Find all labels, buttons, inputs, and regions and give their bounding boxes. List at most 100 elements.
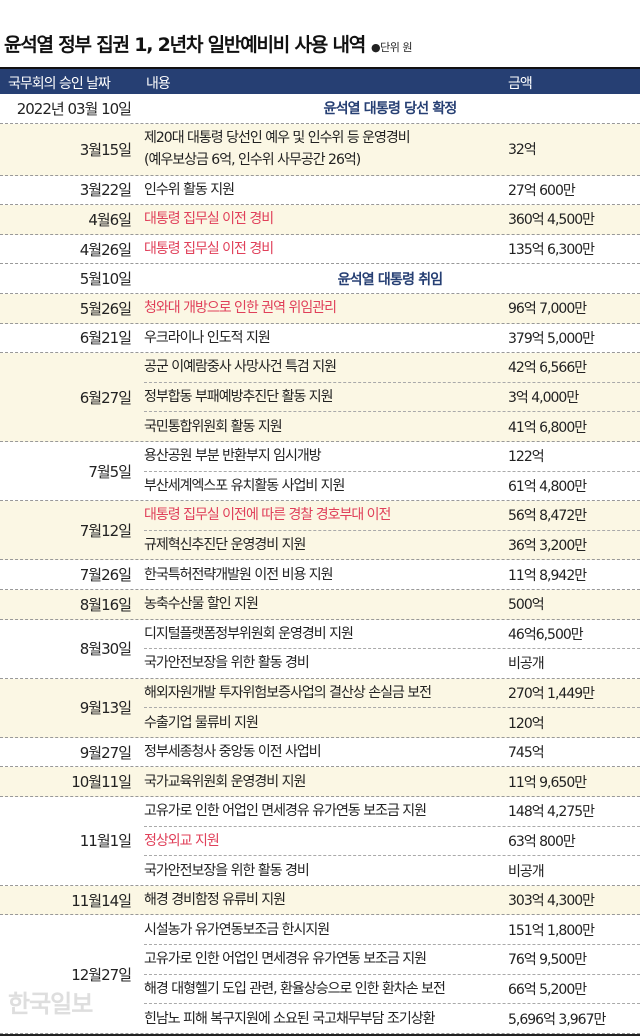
item-content-line: 수출기업 물류비 지원 xyxy=(144,714,259,731)
item-content: 해경 대형헬기 도입 관련, 환율상승으로 인한 환차손 보전 xyxy=(144,978,446,1000)
table-row-group: 국가교육위원회 운영경비 지원 11억 9,650만 10월11일 xyxy=(0,767,640,798)
table-row-group: 농축수산물 할인 지원 500억 8월16일 xyxy=(0,589,640,620)
item-content: 고유가로 인한 어업인 면세경유 유가연동 보조금 지원 xyxy=(144,800,427,822)
item-content: 농축수산물 할인 지원 xyxy=(144,593,259,615)
table-row: 공군 이예람중사 사망사건 특검 지원 42억 6,566만 xyxy=(0,353,640,382)
item-content: 해외자원개발 투자위험보증사업의 결산상 손실금 보전 xyxy=(144,682,432,704)
table-row-group: 우크라이나 인도적 지원 379억 5,000만 6월21일 xyxy=(0,324,640,354)
item-content-line: 제20대 대통령 당선인 예우 및 인수위 등 운영경비 xyxy=(144,130,411,147)
item-content-line: 우크라이나 인도적 지원 xyxy=(144,329,271,346)
item-amount: 36억 3,200만 xyxy=(508,538,587,555)
item-content-line: 고유가로 인한 어업인 면세경유 유가연동 보조금 지원 xyxy=(144,951,427,968)
table-row: 청와대 개방으로 인한 권역 위임관리 96억 7,000만 xyxy=(0,294,640,323)
item-content-line: 국민통합위원회 활동 지원 xyxy=(144,418,283,435)
item-amount: 148억 4,275만 xyxy=(508,804,595,821)
approval-date: 5월10일 xyxy=(79,270,132,289)
event-row: 윤석열 대통령 취임 xyxy=(0,264,640,293)
item-content: 국가교육위원회 운영경비 지원 xyxy=(144,771,306,793)
table-row-group: 윤석열 대통령 당선 확정 2022년 03월 10일 xyxy=(0,94,640,124)
approval-date: 8월30일 xyxy=(79,640,132,659)
item-content-line: 해경 경비함정 유류비 지원 xyxy=(144,892,286,909)
approval-date: 11월14일 xyxy=(71,891,132,910)
approval-date: 9월13일 xyxy=(79,699,132,718)
item-content-line: 대통령 집무실 이전 경비 xyxy=(144,211,274,228)
table-row: 디지털플랫폼정부위원회 운영경비 지원 46억6,500만 xyxy=(0,620,640,649)
item-content: 힌남노 피해 복구지원에 소요된 국고채무부담 조기상환 xyxy=(144,1008,435,1030)
table-row: 힌남노 피해 복구지원에 소요된 국고채무부담 조기상환 5,696억 3,967… xyxy=(144,1003,640,1033)
item-amount: 11억 8,942만 xyxy=(508,567,587,584)
table-row-group: 시설농가 유가연동보조금 한시지원 151억 1,800만 고유가로 인한 어업인 … xyxy=(0,915,640,1034)
item-content-line: 한국특허전략개발원 이전 비용 지원 xyxy=(144,566,334,583)
item-content-line: 대통령 집무실 이전에 따른 경찰 경호부대 이전 xyxy=(144,507,391,524)
header-date: 국무회의 승인 날짜 xyxy=(8,76,111,92)
approval-date: 6월27일 xyxy=(79,388,132,407)
approval-date: 9월27일 xyxy=(79,743,132,762)
item-amount: 96억 7,000만 xyxy=(508,301,587,318)
approval-date: 2022년 03월 10일 xyxy=(16,99,132,118)
item-content: 한국특허전략개발원 이전 비용 지원 xyxy=(144,564,334,586)
table-row: 우크라이나 인도적 지원 379억 5,000만 xyxy=(0,324,640,353)
item-content-line: 정상외교 지원 xyxy=(144,832,220,849)
item-content: 시설농가 유가연동보조금 한시지원 xyxy=(144,919,330,941)
item-content-line: 국가안전보장을 위한 활동 경비 xyxy=(144,655,310,672)
item-content: 공군 이예람중사 사망사건 특검 지원 xyxy=(144,356,337,378)
table-row-group: 대통령 집무실 이전 경비 360억 4,500만 4월6일 xyxy=(0,205,640,235)
table-row-group: 윤석열 대통령 취임 5월10일 xyxy=(0,264,640,294)
item-content-line: 힌남노 피해 복구지원에 소요된 국고채무부담 조기상환 xyxy=(144,1010,435,1027)
item-content: 인수위 활동 지원 xyxy=(144,179,235,201)
item-content-line: 대통령 집무실 이전 경비 xyxy=(144,241,274,258)
table-row-group: 한국특허전략개발원 이전 비용 지원 11억 8,942만 7월26일 xyxy=(0,560,640,590)
page-title: 윤석열 정부 집권 1, 2년차 일반예비비 사용 내역 ●단위 원 xyxy=(4,30,412,57)
table-row: 정부합동 부패예방추진단 활동 지원 3억 4,000만 xyxy=(144,381,640,412)
item-content: 규제혁신추진단 운영경비 지원 xyxy=(144,534,306,556)
table-row: 해경 대형헬기 도입 관련, 환율상승으로 인한 환차손 보전 66억 5,200… xyxy=(144,973,640,1004)
item-amount: 303억 4,300만 xyxy=(508,893,595,910)
approval-date: 5월26일 xyxy=(79,299,132,318)
item-amount: 42억 6,566만 xyxy=(508,360,587,377)
table-row: 정상외교 지원 63억 800만 xyxy=(144,825,640,856)
item-amount: 76억 9,500만 xyxy=(508,952,587,969)
item-amount: 비공개 xyxy=(508,656,545,673)
table-row: 부산세계엑스포 유치활동 사업비 지원 61억 4,800만 xyxy=(144,470,640,501)
item-amount: 32억 xyxy=(508,142,537,159)
event-label: 윤석열 대통령 당선 확정 xyxy=(323,101,457,118)
table-row-group: 인수위 활동 지원 27억 600만 3월22일 xyxy=(0,176,640,206)
item-amount: 360억 4,500만 xyxy=(508,212,595,229)
header-amount: 금액 xyxy=(508,76,533,92)
approval-date: 12월27일 xyxy=(71,965,132,984)
table-row-group: 해경 경비함정 유류비 지원 303억 4,300만 11월14일 xyxy=(0,885,640,916)
table-row-group: 정부세종청사 중앙동 이전 사업비 745억 9월27일 xyxy=(0,738,640,768)
item-amount: 270억 1,449만 xyxy=(508,685,595,702)
item-content: 해경 경비함정 유류비 지원 xyxy=(144,889,286,911)
table-row-group: 청와대 개방으로 인한 권역 위임관리 96억 7,000만 5월26일 xyxy=(0,293,640,324)
table-row: 고유가로 인한 어업인 면세경유 유가연동 보조금 지원 148억 4,275만 xyxy=(0,797,640,826)
item-content: 정부합동 부패예방추진단 활동 지원 xyxy=(144,386,334,408)
item-amount: 745억 xyxy=(508,745,545,762)
table-row: 대통령 집무실 이전 경비 360억 4,500만 xyxy=(0,205,640,234)
table-row-group: 제20대 대통령 당선인 예우 및 인수위 등 운영경비 (예우보상금 6억, 인… xyxy=(0,123,640,176)
approval-date: 8월16일 xyxy=(79,595,132,614)
item-amount: 500억 xyxy=(508,597,545,614)
approval-date: 7월5일 xyxy=(88,462,132,481)
table-row: 고유가로 인한 어업인 면세경유 유가연동 보조금 지원 76억 9,500만 xyxy=(144,944,640,974)
item-amount: 66억 5,200만 xyxy=(508,981,587,998)
table-row: 국가안전보장을 위한 활동 경비 비공개 xyxy=(144,855,640,885)
item-content: 국민통합위원회 활동 지원 xyxy=(144,416,283,438)
item-content: 용산공원 부분 반환부지 임시개방 xyxy=(144,445,322,467)
item-amount: 11억 9,650만 xyxy=(508,774,587,791)
item-content: 수출기업 물류비 지원 xyxy=(144,712,259,734)
item-content-line: 시설농가 유가연동보조금 한시지원 xyxy=(144,921,330,938)
hankook-ilbo-watermark: 한국일보 xyxy=(8,984,93,1019)
item-amount: 122억 xyxy=(508,449,545,466)
approval-date: 3월22일 xyxy=(79,181,132,200)
item-content-line: (예우보상금 6억, 인수위 사무공간 26억) xyxy=(144,152,361,169)
table-row-group: 대통령 집무실 이전 경비 135억 6,300만 4월26일 xyxy=(0,235,640,265)
unit-label: ●단위 원 xyxy=(371,41,412,54)
item-content: 고유가로 인한 어업인 면세경유 유가연동 보조금 지원 xyxy=(144,948,427,970)
approval-date: 4월6일 xyxy=(88,210,132,229)
item-content-line: 농축수산물 할인 지원 xyxy=(144,596,259,613)
